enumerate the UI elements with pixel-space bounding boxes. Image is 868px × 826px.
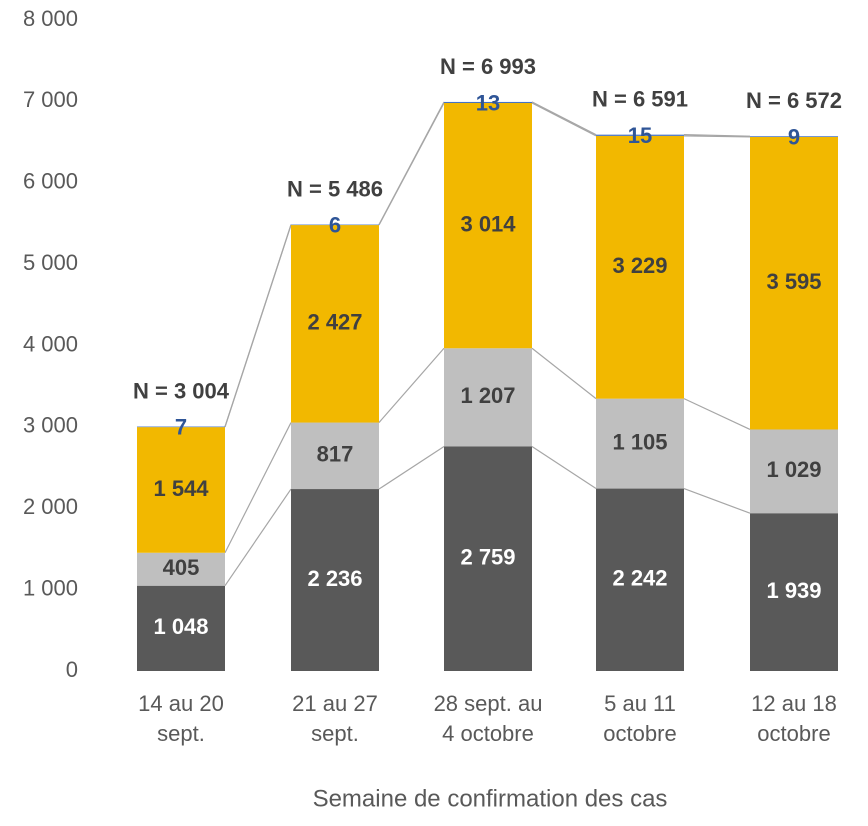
total-label: N = 6 993	[440, 54, 536, 79]
data-label: 1 544	[153, 476, 209, 501]
connector-line	[683, 135, 751, 138]
y-tick-label: 3 000	[23, 413, 78, 438]
data-label: 1 048	[153, 614, 208, 639]
total-label: N = 6 572	[746, 88, 842, 113]
y-tick-label: 5 000	[23, 250, 78, 275]
connector-line	[224, 422, 292, 554]
x-tick-label: 28 sept. au	[434, 691, 543, 716]
connector-line	[683, 134, 751, 137]
connector-line	[224, 224, 292, 427]
connector-line	[531, 102, 597, 137]
y-tick-label: 6 000	[23, 169, 78, 194]
y-tick-label: 1 000	[23, 575, 78, 600]
data-label: 405	[163, 555, 200, 580]
bar-segment	[137, 427, 225, 553]
data-label: 15	[628, 123, 652, 148]
y-tick-label: 0	[66, 657, 78, 682]
x-tick-label: octobre	[757, 721, 830, 746]
bar-segment	[291, 422, 379, 490]
x-tick-label: sept.	[311, 721, 359, 746]
bar-segment	[444, 101, 532, 104]
x-tick-label: 4 octobre	[442, 721, 534, 746]
total-label: N = 6 591	[592, 86, 688, 111]
x-tick-label: octobre	[603, 721, 676, 746]
connector-line	[224, 488, 292, 587]
y-tick-label: 7 000	[23, 87, 78, 112]
data-label: 9	[788, 124, 800, 149]
x-tick-label: sept.	[157, 721, 205, 746]
data-label: 817	[317, 442, 354, 467]
bar-segment	[137, 585, 225, 671]
connector-line	[378, 347, 445, 423]
bar-segment	[137, 552, 225, 586]
data-label: 2 759	[460, 545, 515, 570]
total-label: N = 5 486	[287, 176, 383, 201]
bar-segment	[444, 446, 532, 671]
bar-segment	[750, 513, 838, 671]
bar-segment	[750, 429, 838, 514]
connector-line	[378, 445, 445, 490]
y-tick-label: 8 000	[23, 6, 78, 31]
data-label: 3 014	[460, 211, 516, 236]
connector-line	[531, 347, 597, 400]
bar-segment	[596, 135, 684, 399]
data-label: 3 229	[612, 253, 667, 278]
data-label: 6	[329, 213, 341, 238]
connector-line	[531, 445, 597, 490]
bar-segment	[750, 136, 838, 430]
x-tick-label: 12 au 18	[751, 691, 837, 716]
data-label: 1 029	[766, 457, 821, 482]
bar-segment	[596, 398, 684, 489]
y-tick-label: 2 000	[23, 494, 78, 519]
data-label: 2 236	[307, 566, 362, 591]
data-label: 1 105	[612, 429, 667, 454]
bar-segment	[750, 136, 838, 137]
data-label: 13	[476, 90, 500, 115]
data-label: 2 242	[612, 566, 667, 591]
bar-segment	[291, 225, 379, 423]
bar-segment	[137, 426, 225, 428]
data-label: 2 427	[307, 310, 362, 335]
data-label: 1 207	[460, 383, 515, 408]
data-label: 1 939	[766, 578, 821, 603]
total-label: N = 3 004	[133, 378, 230, 403]
bar-segment	[596, 134, 684, 136]
data-label: 7	[175, 415, 187, 440]
connector-line	[378, 101, 445, 225]
connector-line	[683, 487, 751, 514]
bar-segment	[444, 348, 532, 447]
bar-segment	[291, 489, 379, 671]
bar-segment	[596, 488, 684, 671]
x-axis-title: Semaine de confirmation des cas	[313, 785, 668, 812]
bar-segment	[444, 103, 532, 349]
data-label: 3 595	[766, 269, 821, 294]
connector-line	[531, 101, 597, 136]
x-tick-label: 14 au 20	[138, 691, 224, 716]
x-tick-label: 21 au 27	[292, 691, 378, 716]
connector-line	[683, 398, 751, 431]
y-tick-label: 4 000	[23, 331, 78, 356]
x-tick-label: 5 au 11	[604, 691, 676, 716]
